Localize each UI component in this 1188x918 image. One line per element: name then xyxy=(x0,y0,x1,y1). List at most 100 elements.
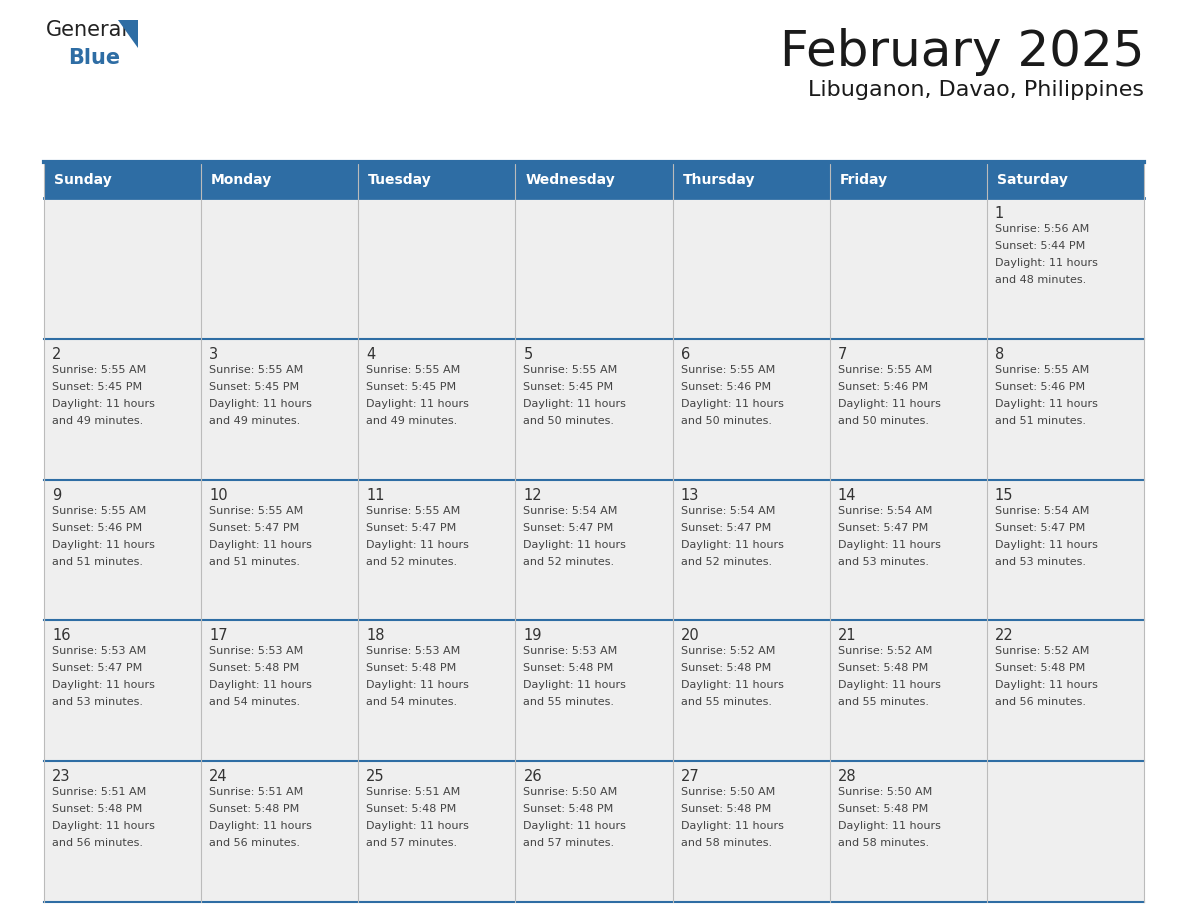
Bar xyxy=(987,162,1144,198)
Text: February 2025: February 2025 xyxy=(779,28,1144,76)
Text: 17: 17 xyxy=(209,629,228,644)
Text: Tuesday: Tuesday xyxy=(368,173,432,187)
Bar xyxy=(201,198,359,339)
Text: Thursday: Thursday xyxy=(683,173,756,187)
Text: Sunset: 5:47 PM: Sunset: 5:47 PM xyxy=(994,522,1085,532)
Text: Sunset: 5:47 PM: Sunset: 5:47 PM xyxy=(52,664,143,674)
Text: 22: 22 xyxy=(994,629,1013,644)
Text: and 56 minutes.: and 56 minutes. xyxy=(52,838,143,848)
Bar xyxy=(987,479,1144,621)
Text: Sunset: 5:46 PM: Sunset: 5:46 PM xyxy=(838,382,928,392)
Bar xyxy=(359,761,516,902)
Text: Sunrise: 5:52 AM: Sunrise: 5:52 AM xyxy=(994,646,1089,656)
Text: Daylight: 11 hours: Daylight: 11 hours xyxy=(681,540,783,550)
Text: Sunset: 5:48 PM: Sunset: 5:48 PM xyxy=(52,804,143,814)
Text: Sunrise: 5:55 AM: Sunrise: 5:55 AM xyxy=(52,364,146,375)
Text: 11: 11 xyxy=(366,487,385,502)
Bar xyxy=(44,621,201,761)
Text: Sunrise: 5:50 AM: Sunrise: 5:50 AM xyxy=(681,788,775,797)
Text: and 54 minutes.: and 54 minutes. xyxy=(209,698,301,708)
Text: and 53 minutes.: and 53 minutes. xyxy=(838,556,929,566)
Text: Sunset: 5:48 PM: Sunset: 5:48 PM xyxy=(524,664,614,674)
Text: and 56 minutes.: and 56 minutes. xyxy=(209,838,301,848)
Text: Sunrise: 5:50 AM: Sunrise: 5:50 AM xyxy=(838,788,931,797)
Bar xyxy=(516,339,672,479)
Text: Daylight: 11 hours: Daylight: 11 hours xyxy=(52,398,154,409)
Text: Sunrise: 5:54 AM: Sunrise: 5:54 AM xyxy=(681,506,775,516)
Text: 4: 4 xyxy=(366,347,375,362)
Text: Sunset: 5:48 PM: Sunset: 5:48 PM xyxy=(838,664,928,674)
Text: and 51 minutes.: and 51 minutes. xyxy=(209,556,301,566)
Text: Daylight: 11 hours: Daylight: 11 hours xyxy=(52,540,154,550)
Text: 3: 3 xyxy=(209,347,219,362)
Bar xyxy=(359,479,516,621)
Text: 6: 6 xyxy=(681,347,690,362)
Text: 24: 24 xyxy=(209,769,228,784)
Text: Sunset: 5:48 PM: Sunset: 5:48 PM xyxy=(681,664,771,674)
Text: and 48 minutes.: and 48 minutes. xyxy=(994,275,1086,285)
Text: 9: 9 xyxy=(52,487,62,502)
Text: 27: 27 xyxy=(681,769,700,784)
Text: and 58 minutes.: and 58 minutes. xyxy=(838,838,929,848)
Text: Sunset: 5:45 PM: Sunset: 5:45 PM xyxy=(209,382,299,392)
Text: Sunrise: 5:53 AM: Sunrise: 5:53 AM xyxy=(366,646,461,656)
Text: 20: 20 xyxy=(681,629,700,644)
Text: Sunrise: 5:56 AM: Sunrise: 5:56 AM xyxy=(994,224,1089,234)
Text: and 57 minutes.: and 57 minutes. xyxy=(366,838,457,848)
Bar xyxy=(201,479,359,621)
Text: 21: 21 xyxy=(838,629,857,644)
Text: Sunset: 5:48 PM: Sunset: 5:48 PM xyxy=(681,804,771,814)
Text: Sunset: 5:44 PM: Sunset: 5:44 PM xyxy=(994,241,1085,251)
Text: 8: 8 xyxy=(994,347,1004,362)
Text: Sunrise: 5:53 AM: Sunrise: 5:53 AM xyxy=(209,646,303,656)
Text: Sunset: 5:47 PM: Sunset: 5:47 PM xyxy=(209,522,299,532)
Text: Daylight: 11 hours: Daylight: 11 hours xyxy=(209,398,312,409)
Text: and 53 minutes.: and 53 minutes. xyxy=(52,698,143,708)
Bar xyxy=(829,621,987,761)
Text: Sunrise: 5:55 AM: Sunrise: 5:55 AM xyxy=(524,364,618,375)
Bar xyxy=(672,479,829,621)
Text: Sunrise: 5:50 AM: Sunrise: 5:50 AM xyxy=(524,788,618,797)
Text: 28: 28 xyxy=(838,769,857,784)
Text: Sunrise: 5:55 AM: Sunrise: 5:55 AM xyxy=(994,364,1089,375)
Text: Daylight: 11 hours: Daylight: 11 hours xyxy=(681,398,783,409)
Text: Sunrise: 5:52 AM: Sunrise: 5:52 AM xyxy=(681,646,775,656)
Text: Daylight: 11 hours: Daylight: 11 hours xyxy=(209,540,312,550)
Bar xyxy=(201,761,359,902)
Bar xyxy=(987,621,1144,761)
Text: Daylight: 11 hours: Daylight: 11 hours xyxy=(209,680,312,690)
Text: Sunrise: 5:53 AM: Sunrise: 5:53 AM xyxy=(52,646,146,656)
Text: 25: 25 xyxy=(366,769,385,784)
Text: Friday: Friday xyxy=(840,173,887,187)
Text: Sunrise: 5:53 AM: Sunrise: 5:53 AM xyxy=(524,646,618,656)
Text: Sunrise: 5:55 AM: Sunrise: 5:55 AM xyxy=(52,506,146,516)
Bar xyxy=(672,339,829,479)
Text: and 52 minutes.: and 52 minutes. xyxy=(681,556,772,566)
Text: 16: 16 xyxy=(52,629,70,644)
Text: Sunset: 5:48 PM: Sunset: 5:48 PM xyxy=(366,664,456,674)
Text: Sunrise: 5:55 AM: Sunrise: 5:55 AM xyxy=(366,364,461,375)
Text: Sunrise: 5:54 AM: Sunrise: 5:54 AM xyxy=(524,506,618,516)
Bar xyxy=(201,162,359,198)
Bar xyxy=(516,621,672,761)
Text: Sunset: 5:46 PM: Sunset: 5:46 PM xyxy=(994,382,1085,392)
Bar xyxy=(44,339,201,479)
Text: and 55 minutes.: and 55 minutes. xyxy=(838,698,929,708)
Text: Wednesday: Wednesday xyxy=(525,173,615,187)
Text: 10: 10 xyxy=(209,487,228,502)
Text: and 53 minutes.: and 53 minutes. xyxy=(994,556,1086,566)
Text: 26: 26 xyxy=(524,769,542,784)
Text: Sunset: 5:47 PM: Sunset: 5:47 PM xyxy=(366,522,456,532)
Text: and 50 minutes.: and 50 minutes. xyxy=(838,416,929,426)
Text: 14: 14 xyxy=(838,487,857,502)
Text: and 55 minutes.: and 55 minutes. xyxy=(524,698,614,708)
Bar xyxy=(44,479,201,621)
Text: Sunset: 5:45 PM: Sunset: 5:45 PM xyxy=(366,382,456,392)
Text: 15: 15 xyxy=(994,487,1013,502)
Bar xyxy=(672,621,829,761)
Bar xyxy=(359,339,516,479)
Text: Sunrise: 5:52 AM: Sunrise: 5:52 AM xyxy=(838,646,933,656)
Text: Sunrise: 5:51 AM: Sunrise: 5:51 AM xyxy=(52,788,146,797)
Bar xyxy=(987,198,1144,339)
Text: Daylight: 11 hours: Daylight: 11 hours xyxy=(994,680,1098,690)
